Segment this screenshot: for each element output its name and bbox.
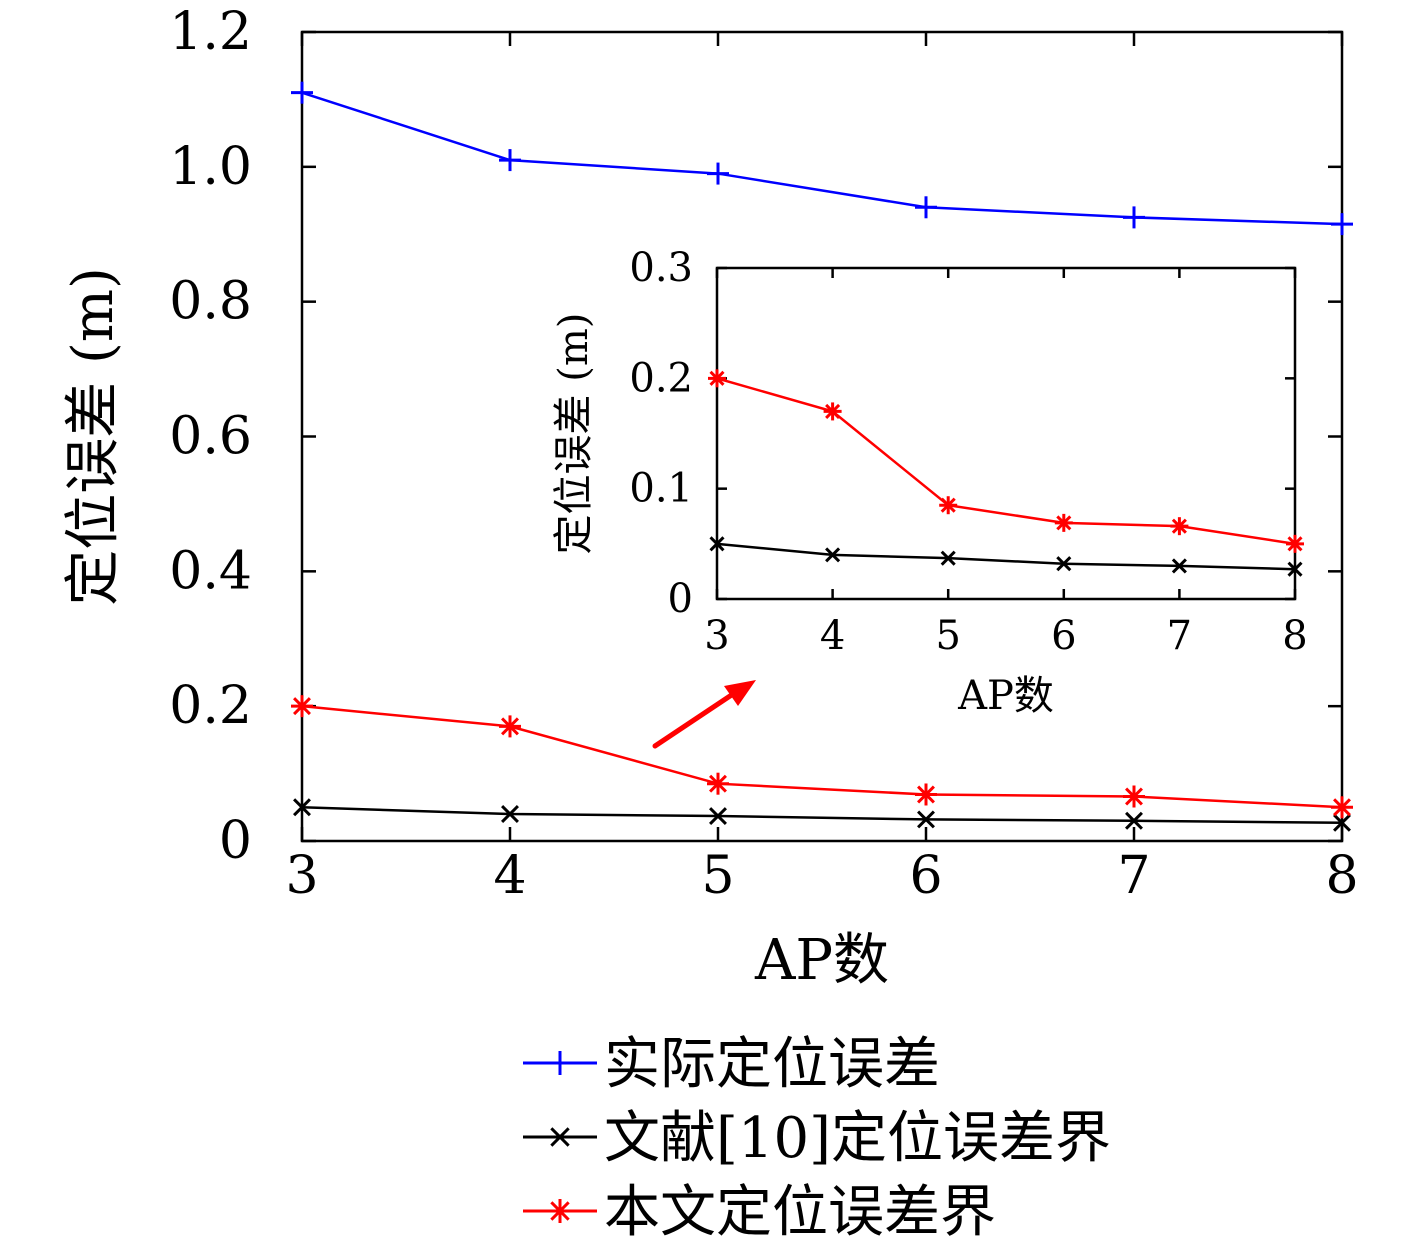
data-point	[1331, 213, 1353, 236]
data-point	[915, 196, 937, 219]
y-axis-title: 定位误差 (m)	[61, 267, 126, 606]
x-tick-label: 3	[285, 846, 318, 906]
data-point	[707, 772, 729, 795]
inset-chart: 3 4 5 6 7 8 0 0.1 0.2 0.3 AP数 定位误差 (m)	[551, 245, 1308, 719]
series-line	[301, 91, 1343, 226]
data-point	[1331, 796, 1353, 819]
inset-plot-frame	[715, 266, 1297, 601]
data-point	[1125, 811, 1143, 830]
arrow-shaft	[652, 691, 736, 749]
data-point	[917, 810, 935, 829]
inset-data-point	[1054, 513, 1073, 532]
y-tick-label: 1.2	[169, 2, 252, 62]
inset-pointer-arrow	[652, 680, 756, 749]
data-point	[293, 798, 311, 817]
legend-item: 本文定位误差界	[523, 1180, 996, 1245]
inset-series-line	[716, 377, 1296, 546]
x-tick-label: 6	[909, 846, 942, 906]
inset-data-point	[823, 402, 842, 421]
data-point	[915, 783, 937, 806]
y-tick-label: 0.4	[169, 541, 252, 601]
inset-y-axis-title: 定位误差 (m)	[551, 313, 597, 555]
inset-x-tick-label: 8	[1282, 613, 1307, 659]
inset-y-tick-label: 0.1	[629, 466, 693, 512]
y-tick-label: 0.8	[169, 272, 252, 332]
inset-data-point	[1286, 534, 1304, 553]
x-tick-label: 4	[493, 846, 526, 906]
x-tick-label: 8	[1325, 846, 1358, 906]
data-point	[501, 805, 519, 824]
inset-y-tick-label: 0.3	[629, 245, 693, 291]
inset-data-point	[709, 536, 725, 552]
inset-x-tick-label: 3	[704, 613, 729, 659]
data-point	[499, 149, 521, 172]
data-point	[1333, 813, 1351, 832]
y-tick-label: 0.6	[169, 407, 252, 467]
inset-data-point	[1287, 561, 1303, 577]
inset-data-point	[1056, 556, 1072, 572]
x-tick-label: 5	[701, 846, 734, 906]
data-point	[707, 162, 729, 185]
inset-data-point	[939, 496, 958, 515]
inset-data-point	[940, 550, 956, 566]
x-axis-title: AP数	[754, 928, 889, 993]
y-tick-label: 1.0	[169, 137, 252, 197]
series-line	[301, 704, 1343, 809]
data-point	[709, 807, 727, 826]
legend-label: 本文定位误差界	[604, 1180, 996, 1245]
inset-data-point	[1171, 558, 1187, 574]
y-tick-label: 0	[219, 811, 252, 871]
inset-x-axis-title: AP数	[957, 673, 1054, 719]
inset-series-line	[716, 542, 1296, 571]
series-line	[301, 806, 1343, 825]
arrow-head	[724, 680, 756, 706]
legend-marker	[548, 1051, 572, 1075]
legend-marker	[548, 1199, 572, 1223]
x-tick-label: 7	[1117, 846, 1150, 906]
data-point	[1123, 206, 1145, 229]
inset-data-point	[1170, 517, 1189, 536]
inset-x-tick-label: 4	[820, 613, 845, 659]
inset-data-point	[825, 547, 841, 563]
data-point	[499, 715, 521, 738]
legend-label: 文献[10]定位误差界	[604, 1106, 1111, 1171]
inset-x-tick-label: 7	[1167, 613, 1192, 659]
legend-marker	[550, 1127, 570, 1147]
legend-item: 实际定位误差	[523, 1032, 940, 1097]
inset-y-tick-label: 0.2	[629, 355, 693, 401]
y-tick-label: 0.2	[169, 676, 252, 736]
inset-x-tick-label: 5	[935, 613, 960, 659]
inset-y-tick-label: 0	[668, 576, 693, 622]
data-point	[291, 81, 313, 104]
legend-label: 实际定位误差	[604, 1032, 940, 1097]
legend-item: 文献[10]定位误差界	[523, 1106, 1111, 1171]
data-point	[291, 695, 313, 718]
inset-x-tick-label: 6	[1051, 613, 1076, 659]
data-point	[1123, 785, 1145, 808]
inset-data-point	[708, 369, 726, 388]
